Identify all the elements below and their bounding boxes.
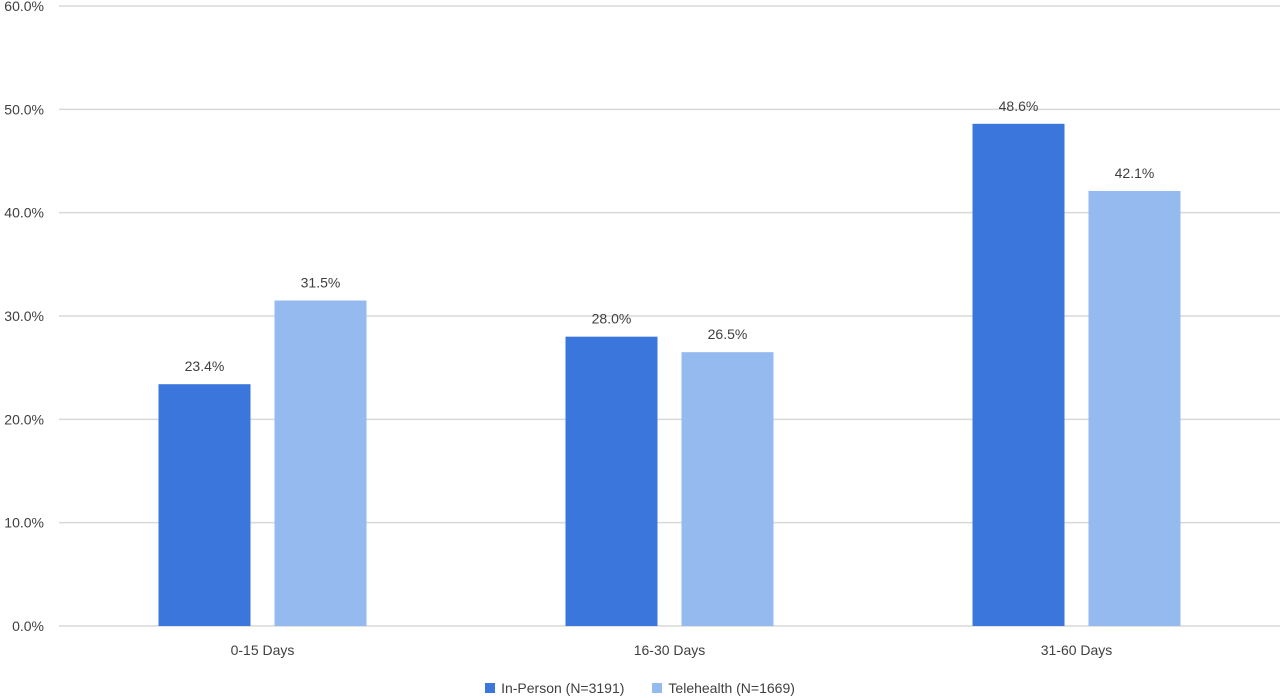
legend-label-telehealth: Telehealth (N=1669) bbox=[668, 680, 795, 696]
legend-item-telehealth: Telehealth (N=1669) bbox=[652, 680, 795, 696]
x-tick-label: 0-15 Days bbox=[231, 642, 295, 658]
y-tick-label: 40.0% bbox=[4, 205, 44, 221]
bar-telehealth-1 bbox=[681, 352, 774, 626]
y-tick-label: 0.0% bbox=[12, 618, 44, 634]
data-label: 28.0% bbox=[592, 311, 632, 327]
data-label: 31.5% bbox=[301, 275, 341, 291]
bar-in-person-2 bbox=[972, 123, 1065, 627]
bar-telehealth-2 bbox=[1088, 190, 1181, 626]
bar-in-person-0 bbox=[158, 384, 251, 626]
y-tick-label: 10.0% bbox=[4, 515, 44, 531]
y-tick-label: 30.0% bbox=[4, 308, 44, 324]
gridlines bbox=[59, 5, 1280, 627]
legend-item-in-person: In-Person (N=3191) bbox=[485, 680, 624, 696]
data-label: 26.5% bbox=[708, 326, 748, 342]
x-tick-label: 31-60 Days bbox=[1041, 642, 1113, 658]
legend-label-in-person: In-Person (N=3191) bbox=[501, 680, 625, 696]
legend: In-Person (N=3191) Telehealth (N=1669) bbox=[0, 678, 1280, 698]
data-labels: 23.4% 31.5% 28.0% 26.5% 48.6% 42.1% bbox=[185, 98, 1155, 374]
bar-telehealth-0 bbox=[274, 300, 367, 626]
data-label: 48.6% bbox=[999, 98, 1039, 114]
y-axis-tick-labels: 0.0% 10.0% 20.0% 30.0% 40.0% 50.0% 60.0% bbox=[4, 0, 44, 634]
bars bbox=[158, 123, 1181, 627]
y-tick-label: 20.0% bbox=[4, 411, 44, 427]
data-label: 23.4% bbox=[185, 358, 225, 374]
x-tick-label: 16-30 Days bbox=[634, 642, 706, 658]
data-label: 42.1% bbox=[1115, 165, 1155, 181]
legend-swatch-telehealth bbox=[652, 683, 663, 693]
x-axis-tick-labels: 0-15 Days 16-30 Days 31-60 Days bbox=[231, 642, 1113, 658]
legend-swatch-in-person bbox=[485, 683, 496, 693]
y-tick-label: 50.0% bbox=[4, 101, 44, 117]
y-tick-label: 60.0% bbox=[4, 0, 44, 14]
bar-in-person-1 bbox=[565, 336, 658, 626]
